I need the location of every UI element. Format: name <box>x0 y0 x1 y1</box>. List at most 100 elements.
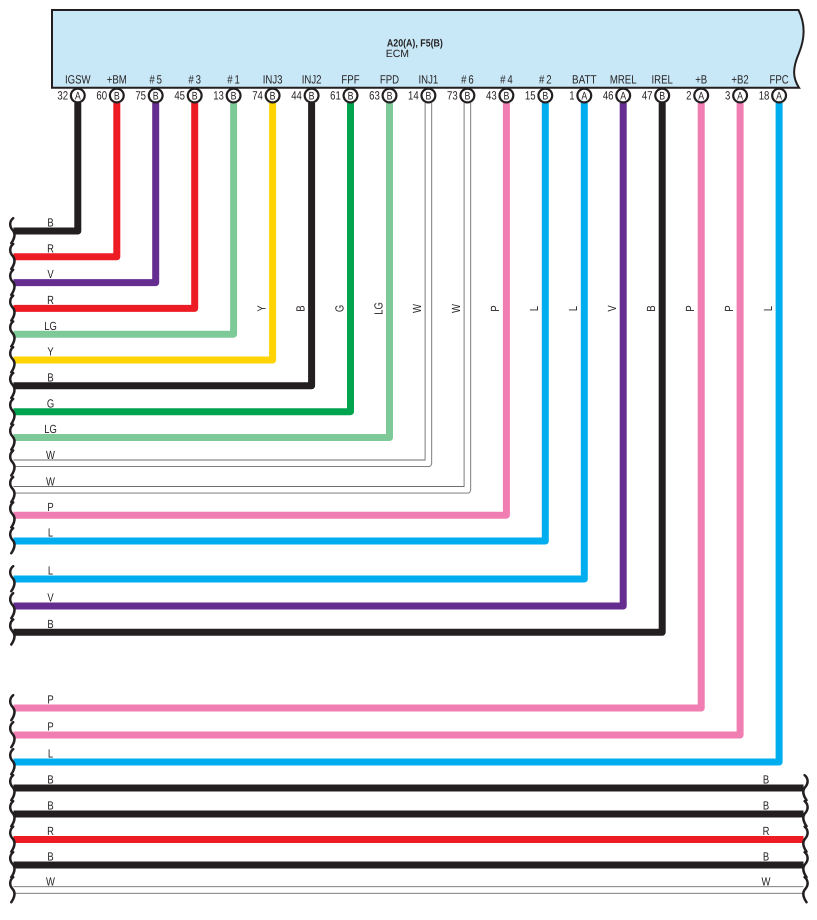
svg-text:W: W <box>410 303 424 313</box>
svg-text:75: 75 <box>135 89 146 103</box>
svg-text:A20(A), F5(B): A20(A), F5(B) <box>387 38 443 50</box>
svg-text:14: 14 <box>408 89 419 103</box>
svg-text:47: 47 <box>642 89 653 103</box>
svg-text:W: W <box>449 303 463 313</box>
svg-text:FPD: FPD <box>380 73 399 87</box>
svg-text:INJ3: INJ3 <box>263 73 283 87</box>
svg-text:60: 60 <box>96 89 107 103</box>
svg-text:Y: Y <box>254 305 268 311</box>
svg-text:B: B <box>644 305 658 311</box>
svg-text:P: P <box>683 305 697 311</box>
svg-text:B: B <box>763 850 769 864</box>
svg-text:18: 18 <box>759 89 770 103</box>
svg-text:R: R <box>47 293 54 307</box>
svg-text:Y: Y <box>47 345 53 359</box>
svg-text:B: B <box>47 617 53 631</box>
svg-text:L: L <box>566 306 580 312</box>
svg-text:V: V <box>47 591 53 605</box>
svg-text:P: P <box>47 693 53 707</box>
svg-text:61: 61 <box>330 89 341 103</box>
svg-text:FPC: FPC <box>770 73 789 87</box>
svg-text:P: P <box>47 720 53 734</box>
svg-text:# 6: # 6 <box>461 73 474 87</box>
svg-text:B: B <box>114 91 120 103</box>
svg-text:FPF: FPF <box>341 73 359 87</box>
svg-text:B: B <box>763 773 769 787</box>
svg-text:L: L <box>761 306 775 312</box>
svg-text:43: 43 <box>486 89 497 103</box>
svg-text:A: A <box>776 91 782 103</box>
svg-text:3: 3 <box>725 89 731 103</box>
svg-text:R: R <box>763 824 770 838</box>
svg-text:73: 73 <box>447 89 458 103</box>
svg-text:# 1: # 1 <box>227 73 240 87</box>
svg-text:B: B <box>231 91 237 103</box>
svg-text:44: 44 <box>291 89 302 103</box>
svg-text:G: G <box>47 396 54 410</box>
svg-text:+BM: +BM <box>107 73 127 87</box>
svg-text:B: B <box>47 799 53 813</box>
svg-text:ECM: ECM <box>386 48 409 60</box>
svg-text:46: 46 <box>603 89 614 103</box>
svg-text:B: B <box>464 91 470 103</box>
svg-text:B: B <box>47 216 53 230</box>
svg-text:B: B <box>542 91 548 103</box>
svg-text:INJ1: INJ1 <box>419 73 439 87</box>
svg-text:V: V <box>47 267 53 281</box>
svg-text:A: A <box>620 91 626 103</box>
svg-text:B: B <box>270 91 276 103</box>
svg-text:B: B <box>763 799 769 813</box>
svg-text:R: R <box>47 824 54 838</box>
svg-text:# 5: # 5 <box>149 73 162 87</box>
svg-text:A: A <box>75 91 81 103</box>
svg-text:A: A <box>737 91 743 103</box>
svg-text:P: P <box>722 305 736 311</box>
svg-text:B: B <box>192 91 198 103</box>
svg-text:P: P <box>488 305 502 311</box>
svg-text:B: B <box>348 91 354 103</box>
svg-text:+B2: +B2 <box>731 73 749 87</box>
svg-text:1: 1 <box>569 89 575 103</box>
svg-text:W: W <box>46 875 56 889</box>
svg-text:2: 2 <box>686 89 692 103</box>
svg-text:B: B <box>47 850 53 864</box>
svg-text:63: 63 <box>369 89 380 103</box>
svg-text:32: 32 <box>57 89 68 103</box>
svg-text:V: V <box>605 305 619 311</box>
svg-text:# 3: # 3 <box>188 73 201 87</box>
svg-text:B: B <box>47 370 53 384</box>
svg-text:BATT: BATT <box>572 73 597 87</box>
svg-text:L: L <box>48 526 54 540</box>
svg-text:LG: LG <box>44 319 57 333</box>
svg-text:W: W <box>46 474 56 488</box>
svg-text:15: 15 <box>525 89 536 103</box>
svg-text:G: G <box>332 305 346 312</box>
svg-text:IGSW: IGSW <box>65 73 91 87</box>
svg-text:L: L <box>527 306 541 312</box>
svg-text:IREL: IREL <box>652 73 674 87</box>
svg-text:B: B <box>503 91 509 103</box>
svg-text:B: B <box>659 91 665 103</box>
svg-text:B: B <box>153 91 159 103</box>
svg-text:L: L <box>48 747 54 761</box>
svg-text:B: B <box>47 773 53 787</box>
svg-text:B: B <box>293 305 307 311</box>
svg-text:# 4: # 4 <box>500 73 513 87</box>
svg-text:P: P <box>47 500 53 514</box>
svg-text:MREL: MREL <box>610 73 637 87</box>
svg-text:13: 13 <box>213 89 224 103</box>
svg-text:74: 74 <box>252 89 263 103</box>
svg-text:+B: +B <box>695 73 707 87</box>
svg-text:R: R <box>47 241 54 255</box>
svg-text:A: A <box>581 91 587 103</box>
svg-text:# 2: # 2 <box>539 73 552 87</box>
svg-text:45: 45 <box>174 89 185 103</box>
svg-text:INJ2: INJ2 <box>302 73 322 87</box>
svg-text:B: B <box>425 91 431 103</box>
svg-text:L: L <box>48 564 54 578</box>
svg-text:B: B <box>309 91 315 103</box>
svg-text:LG: LG <box>44 422 57 436</box>
svg-text:LG: LG <box>371 302 385 315</box>
svg-text:A: A <box>698 91 704 103</box>
svg-text:W: W <box>46 448 56 462</box>
